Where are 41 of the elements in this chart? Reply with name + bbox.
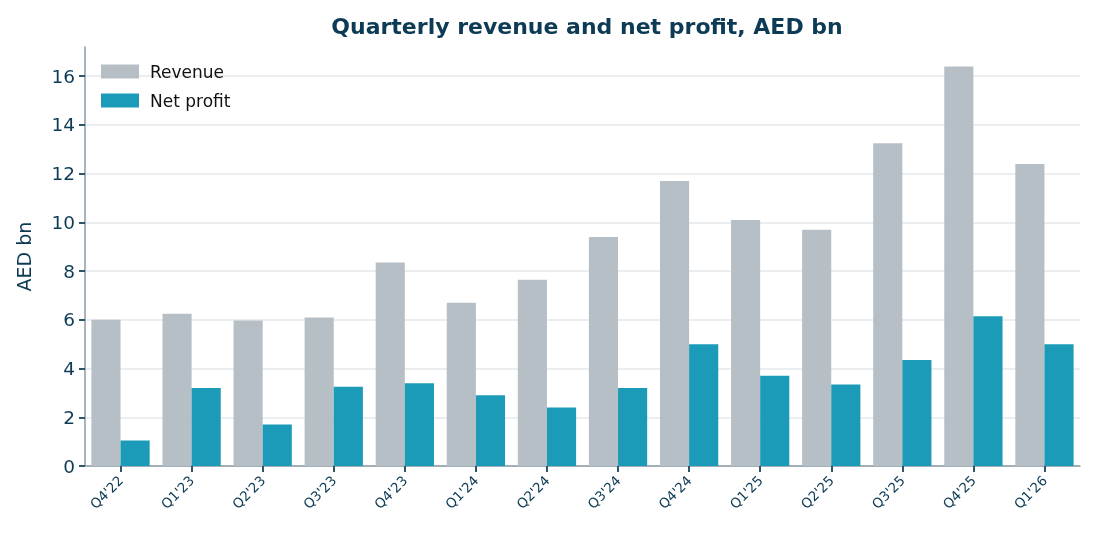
y-tick-label: 0 xyxy=(63,455,75,477)
bar xyxy=(475,395,506,466)
y-tick-label: 10 xyxy=(51,211,75,233)
bar xyxy=(333,386,363,466)
y-axis-title: AED bn xyxy=(12,221,35,292)
bar xyxy=(162,313,192,466)
bar xyxy=(1015,163,1045,466)
bar xyxy=(802,229,832,466)
bar xyxy=(375,262,405,466)
bar xyxy=(831,384,861,466)
bar xyxy=(731,219,761,466)
legend-label: Revenue xyxy=(150,61,225,82)
legend-label: Net profit xyxy=(150,90,231,111)
bar xyxy=(233,320,263,466)
y-tick-label: 8 xyxy=(63,260,75,282)
y-tick-label: 4 xyxy=(63,358,75,380)
bar xyxy=(191,388,221,466)
y-tick-label: 6 xyxy=(63,309,75,331)
bar xyxy=(902,360,932,466)
y-tick-label: 12 xyxy=(51,163,75,185)
chart-title: Quarterly revenue and net profit, AED bn xyxy=(331,13,843,39)
bar xyxy=(760,375,790,466)
bar xyxy=(588,237,619,466)
y-tick-label: 14 xyxy=(51,114,75,136)
bar xyxy=(517,279,547,466)
y-tick-label: 2 xyxy=(63,406,75,428)
bar xyxy=(546,407,577,466)
bar xyxy=(91,319,121,466)
bar xyxy=(446,302,476,466)
bar xyxy=(659,180,690,466)
bar xyxy=(973,316,1003,466)
bar xyxy=(944,66,974,466)
bar xyxy=(873,143,903,466)
bar xyxy=(262,424,292,466)
bar xyxy=(404,383,434,466)
y-tick-label: 16 xyxy=(51,65,75,87)
bar xyxy=(304,317,334,466)
bar xyxy=(689,344,719,466)
bar xyxy=(120,440,150,466)
bar xyxy=(1044,344,1074,466)
bar xyxy=(618,388,648,466)
